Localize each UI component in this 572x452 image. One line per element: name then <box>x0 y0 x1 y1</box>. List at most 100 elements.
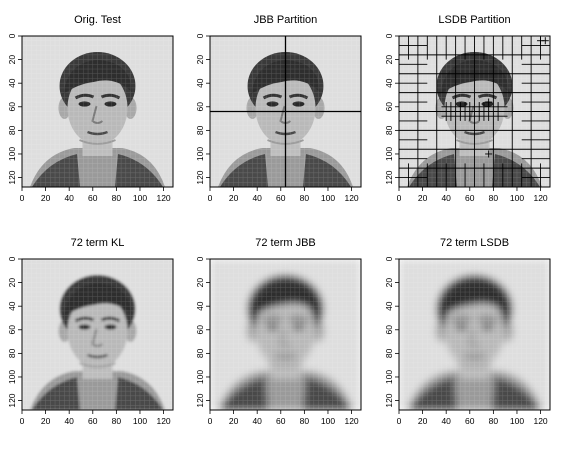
plot-frame <box>21 258 174 411</box>
y-tick-label: 20 <box>195 278 205 288</box>
pixel-grid <box>22 259 173 410</box>
x-tick-label: 100 <box>510 193 524 203</box>
x-tick-label: 120 <box>344 193 358 203</box>
y-tick-label: 100 <box>7 147 17 161</box>
plot-frame <box>398 258 551 411</box>
pixel-grid <box>22 36 173 187</box>
y-tick-label: 120 <box>7 170 17 184</box>
panel-title: 72 term LSDB <box>440 237 509 249</box>
left-eye <box>266 101 279 107</box>
y-tick-label: 80 <box>195 125 205 135</box>
x-tick-label: 20 <box>229 193 239 203</box>
x-tick-label: 60 <box>276 416 286 426</box>
x-tick-label: 100 <box>133 193 147 203</box>
y-tick-label: 40 <box>7 301 17 311</box>
x-tick-label: 40 <box>441 193 451 203</box>
x-tick-label: 40 <box>252 193 262 203</box>
x-tick-label: 20 <box>418 416 428 426</box>
plot-frame <box>21 35 174 188</box>
face <box>67 294 128 368</box>
y-tick-label: 20 <box>7 278 17 288</box>
x-tick-label: 20 <box>418 193 428 203</box>
y-tick-label: 80 <box>7 348 17 358</box>
panel-title: 72 term KL <box>71 237 125 249</box>
x-tick-label: 40 <box>252 416 262 426</box>
x-tick-label: 80 <box>112 193 122 203</box>
jbb-partition-lines <box>210 36 361 187</box>
y-tick-label: 100 <box>195 147 205 161</box>
right-eye <box>481 101 494 107</box>
x-tick-label: 0 <box>208 416 213 426</box>
x-tick-label: 80 <box>300 193 310 203</box>
y-tick-label: 20 <box>7 55 17 65</box>
right-eye <box>292 101 305 107</box>
x-tick-label: 60 <box>276 193 286 203</box>
y-tick-label: 20 <box>384 55 394 65</box>
x-tick-label: 40 <box>64 416 74 426</box>
y-tick-label: 0 <box>384 33 394 38</box>
x-tick-label: 100 <box>133 416 147 426</box>
y-tick-label: 0 <box>7 256 17 261</box>
left-eye <box>78 101 91 107</box>
y-tick-label: 20 <box>384 278 394 288</box>
y-tick-label: 60 <box>195 102 205 112</box>
x-tick-label: 0 <box>397 416 402 426</box>
y-tick-label: 60 <box>7 102 17 112</box>
panel-title: JBB Partition <box>254 14 318 26</box>
y-tick-label: 60 <box>384 102 394 112</box>
plot-frame <box>209 258 362 411</box>
y-tick-label: 20 <box>195 55 205 65</box>
x-tick-label: 80 <box>489 416 499 426</box>
plot-frame <box>398 35 551 188</box>
y-tick-label: 40 <box>7 78 17 88</box>
y-tick-label: 100 <box>384 147 394 161</box>
x-tick-label: 40 <box>441 416 451 426</box>
face-image <box>210 36 361 187</box>
x-tick-label: 100 <box>510 416 524 426</box>
x-tick-label: 60 <box>465 416 475 426</box>
x-tick-label: 60 <box>88 416 98 426</box>
y-tick-label: 40 <box>384 301 394 311</box>
x-tick-label: 100 <box>321 193 335 203</box>
face-image <box>22 259 173 410</box>
x-tick-label: 80 <box>489 193 499 203</box>
panel-title: 72 term JBB <box>255 237 316 249</box>
x-tick-label: 0 <box>397 193 402 203</box>
face-image <box>399 36 550 187</box>
x-tick-label: 80 <box>300 416 310 426</box>
lsdb-partition-lines <box>399 36 550 187</box>
plot-frame <box>209 35 362 188</box>
mouth <box>87 130 108 136</box>
x-tick-label: 80 <box>112 416 122 426</box>
right-eye <box>104 101 117 107</box>
y-tick-label: 100 <box>195 370 205 384</box>
face <box>255 294 316 368</box>
x-tick-label: 20 <box>41 416 51 426</box>
right-eye <box>104 324 117 330</box>
y-tick-label: 60 <box>7 325 17 335</box>
left-eye <box>266 324 279 330</box>
right-eye <box>292 324 305 330</box>
x-tick-label: 20 <box>229 416 239 426</box>
face-image <box>22 36 173 187</box>
pixel-grid <box>399 259 550 410</box>
y-tick-label: 120 <box>384 170 394 184</box>
face-image <box>210 259 361 410</box>
pixel-grid <box>210 259 361 410</box>
y-tick-label: 0 <box>195 33 205 38</box>
mouth <box>275 353 296 359</box>
x-tick-label: 0 <box>208 193 213 203</box>
y-tick-label: 60 <box>195 325 205 335</box>
